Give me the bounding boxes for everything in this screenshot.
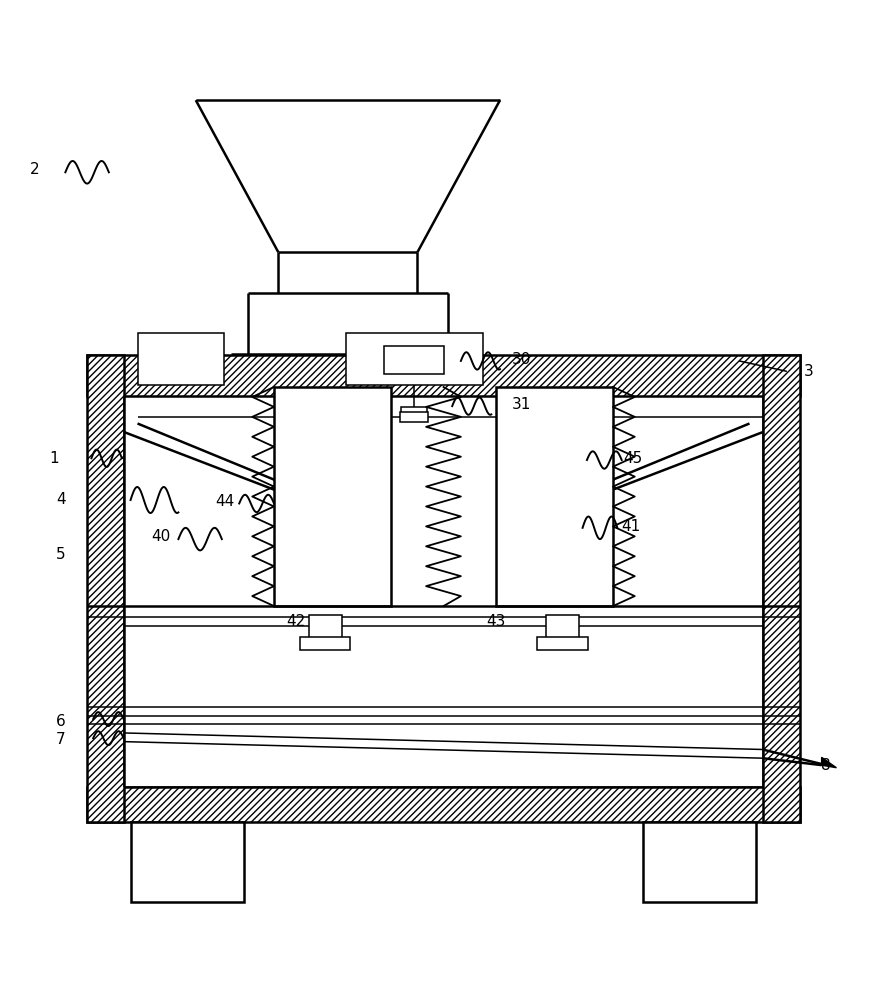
Bar	[400, 407, 426, 415]
Bar	[87, 787, 799, 822]
Bar	[299, 637, 350, 650]
Text: 42: 42	[286, 614, 305, 629]
Bar	[642, 822, 756, 902]
Text: 43: 43	[486, 614, 505, 629]
Bar	[137, 333, 224, 385]
Text: 1: 1	[50, 451, 58, 466]
Bar	[546, 615, 579, 639]
Text: 45: 45	[623, 451, 641, 466]
Bar	[274, 387, 391, 606]
Polygon shape	[820, 757, 835, 768]
Bar	[308, 615, 341, 639]
Bar	[87, 355, 124, 822]
Text: 41: 41	[620, 519, 640, 534]
Bar	[346, 333, 483, 385]
Text: 2: 2	[30, 162, 40, 177]
Bar	[400, 412, 427, 422]
Text: 31: 31	[511, 397, 531, 412]
Text: 8: 8	[820, 758, 830, 773]
Text: 40: 40	[152, 529, 170, 544]
Text: 44: 44	[214, 494, 234, 509]
Text: 3: 3	[803, 364, 812, 379]
Text: 5: 5	[56, 547, 66, 562]
Text: 7: 7	[56, 732, 66, 747]
Text: 30: 30	[511, 352, 531, 367]
Bar	[87, 355, 799, 396]
Text: 6: 6	[56, 714, 66, 729]
Bar	[384, 346, 443, 374]
Bar	[537, 637, 587, 650]
Bar	[130, 822, 244, 902]
Text: 4: 4	[56, 492, 66, 508]
Bar	[495, 387, 612, 606]
Bar	[762, 355, 799, 822]
